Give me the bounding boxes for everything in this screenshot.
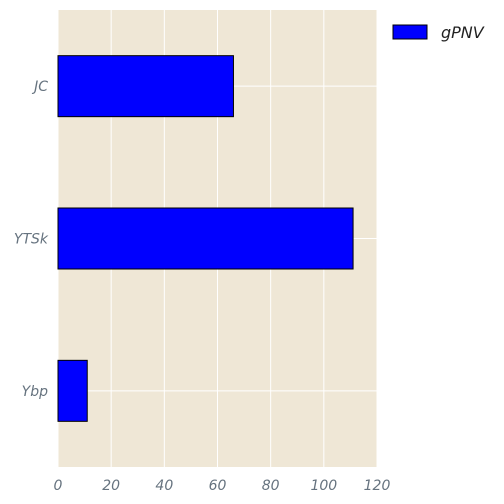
y-tick-label: JC xyxy=(31,79,48,95)
legend-swatch xyxy=(392,24,428,40)
x-tick-label: 40 xyxy=(155,478,173,494)
x-tick-label: 60 xyxy=(209,478,227,494)
x-tick-label: 100 xyxy=(310,478,337,494)
y-tick-label: Ybp xyxy=(22,384,48,400)
x-tick-label: 0 xyxy=(54,478,63,494)
legend: gPNV xyxy=(392,23,485,42)
x-tick-label: 80 xyxy=(262,478,280,494)
bar-ytsk xyxy=(57,207,354,270)
bar-ybp xyxy=(57,359,88,422)
x-tick-label: 20 xyxy=(102,478,120,494)
x-tick-labels: 0 20 40 60 80 100 120 xyxy=(54,478,391,494)
bar-jc xyxy=(57,55,234,118)
y-tick-labels: JC YTSk Ybp xyxy=(14,79,49,400)
legend-label: gPNV xyxy=(441,23,485,42)
x-tick-label: 120 xyxy=(364,478,391,494)
bars xyxy=(57,55,354,422)
y-tick-label: YTSk xyxy=(14,232,49,248)
